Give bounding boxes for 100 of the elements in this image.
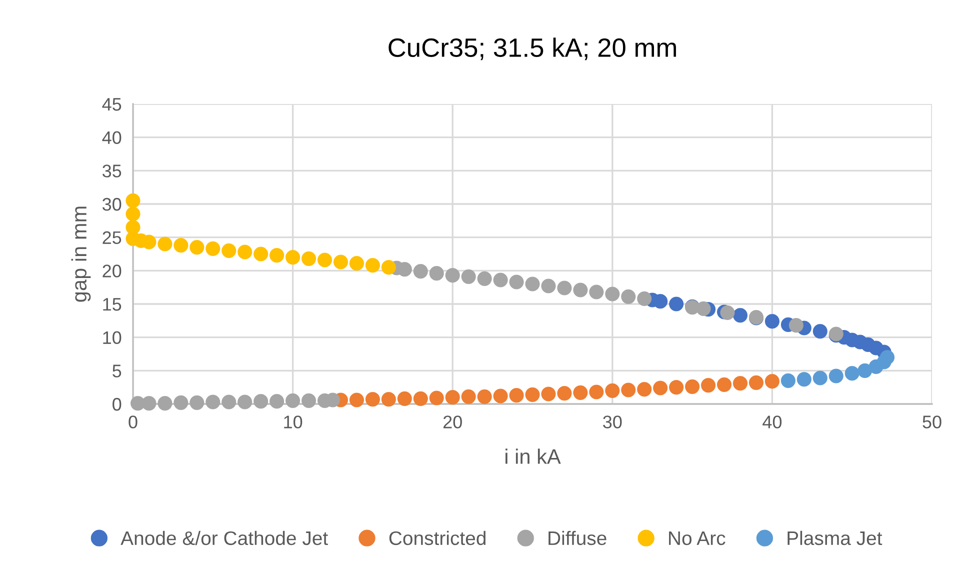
point [764, 374, 780, 389]
y-tick-label: 45 [102, 98, 122, 111]
point [301, 251, 316, 266]
point [748, 375, 764, 390]
x-tick-label: 40 [762, 416, 782, 428]
point [349, 392, 364, 408]
point [621, 289, 636, 304]
point [828, 368, 844, 384]
point [365, 258, 380, 273]
point [381, 260, 396, 275]
point [844, 366, 860, 381]
point [696, 301, 711, 316]
point [238, 244, 252, 260]
point [669, 380, 684, 395]
point [573, 385, 588, 400]
point [764, 314, 780, 329]
point [158, 236, 172, 252]
point [509, 274, 524, 290]
point [254, 394, 268, 409]
point [541, 386, 556, 402]
point [126, 193, 140, 208]
point [349, 256, 364, 271]
point [589, 284, 604, 300]
point [317, 252, 332, 268]
point [206, 241, 220, 256]
point [525, 387, 540, 402]
point [413, 264, 428, 279]
y-tick-label: 10 [103, 331, 122, 344]
point [174, 395, 188, 410]
y-tick-label: 25 [102, 231, 122, 244]
point [716, 377, 732, 392]
point [541, 278, 556, 294]
point [685, 379, 700, 394]
point [254, 246, 268, 262]
point [653, 380, 668, 396]
point [126, 220, 140, 235]
point [477, 389, 492, 404]
y-tick-label: 20 [102, 264, 122, 278]
point [286, 393, 300, 408]
point [222, 243, 236, 258]
point [365, 392, 380, 407]
point [270, 394, 284, 409]
point [333, 254, 348, 270]
point [509, 388, 524, 403]
point [732, 308, 748, 323]
point [190, 395, 204, 410]
point [880, 350, 895, 365]
point [589, 384, 604, 400]
point [573, 282, 588, 298]
point [812, 370, 828, 386]
x-tick-label: 10 [284, 416, 302, 428]
point [637, 382, 652, 397]
point [397, 391, 412, 406]
point [621, 382, 636, 398]
point [720, 305, 735, 320]
point [669, 296, 684, 312]
legend-label: Diffuse [548, 530, 606, 546]
point [788, 318, 804, 333]
y-tick-label: 0 [112, 398, 122, 411]
y-tick-label: 15 [103, 298, 122, 311]
point [637, 291, 652, 306]
point [732, 376, 748, 391]
point [286, 250, 300, 265]
point [780, 373, 796, 388]
point [301, 393, 316, 408]
point [190, 240, 204, 255]
point [493, 388, 508, 404]
x-tick-label: 0 [128, 416, 138, 428]
point [605, 383, 620, 398]
point [381, 392, 396, 407]
point [445, 390, 460, 405]
point [238, 394, 252, 410]
point [174, 238, 188, 253]
point [461, 269, 476, 284]
y-axis-title: gap in mm [71, 206, 91, 302]
legend-label: Anode &/or Cathode Jet [120, 530, 328, 546]
x-tick-label: 20 [443, 416, 462, 428]
point [605, 286, 620, 302]
point [413, 391, 428, 406]
legend-label: No Arc [669, 532, 726, 546]
point [477, 271, 492, 286]
point [525, 276, 540, 292]
point [158, 396, 172, 411]
point [429, 390, 444, 406]
x-tick-label: 30 [603, 416, 622, 428]
point [142, 396, 156, 411]
y-tick-label: 40 [102, 131, 122, 144]
point [222, 394, 236, 410]
point [270, 248, 284, 263]
point [700, 378, 716, 393]
point [461, 389, 476, 404]
y-tick-label: 30 [102, 198, 122, 211]
point [557, 386, 572, 401]
point [812, 324, 828, 339]
chart-title: CuCr35; 31.5 kA; 20 mm [388, 38, 676, 60]
point [557, 280, 572, 296]
y-tick-label: 35 [102, 164, 122, 178]
point [796, 372, 812, 387]
legend-label: Constricted [389, 530, 486, 546]
point [206, 394, 220, 410]
